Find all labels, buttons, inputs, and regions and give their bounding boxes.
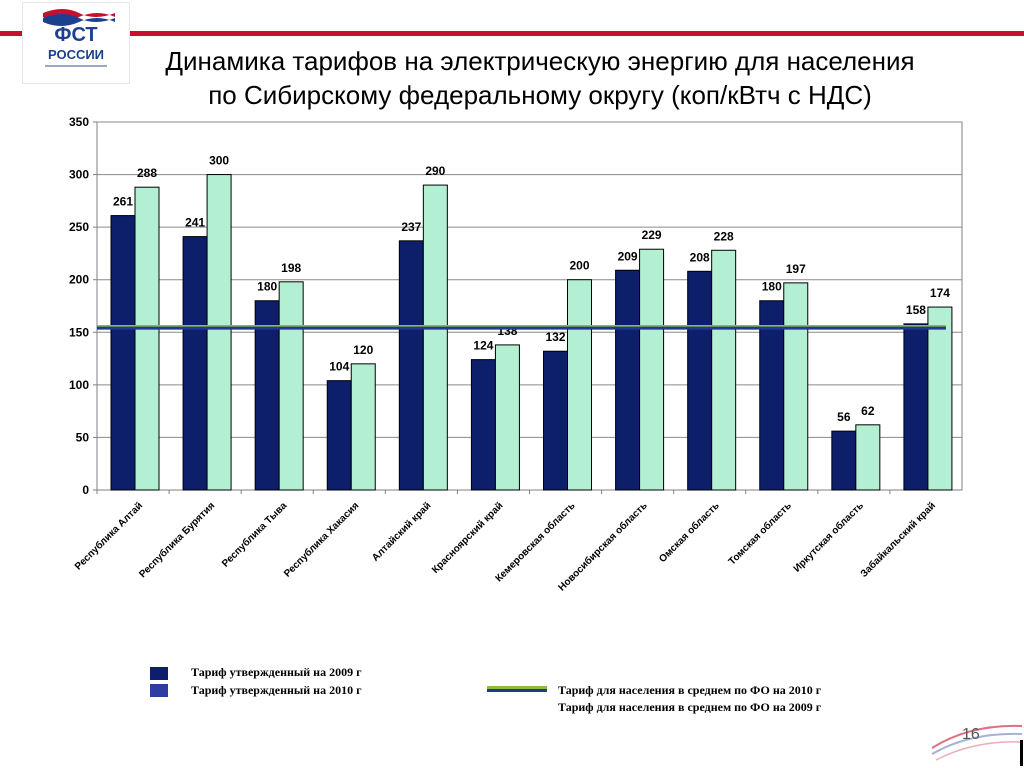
data-label-2010: 120 bbox=[353, 343, 373, 357]
data-label-2009: 209 bbox=[618, 249, 638, 263]
bar-chart: 0 50 100 150 200 250 300 350 261 288 Республика Ал… bbox=[69, 115, 963, 594]
y-tick-label: 250 bbox=[69, 220, 89, 234]
bar-2010 bbox=[422, 184, 448, 491]
data-label-2009: 132 bbox=[545, 330, 565, 344]
bar-2010 bbox=[494, 344, 520, 491]
x-category-label: Красноярский край bbox=[430, 500, 505, 575]
legend-label-2010: Тариф утвержденный на 2010 г bbox=[191, 683, 362, 697]
title-line-1: Динамика тарифов на электрическую энерги… bbox=[165, 46, 915, 76]
data-label-2009: 261 bbox=[113, 195, 133, 209]
data-label-2010: 290 bbox=[425, 164, 445, 178]
data-label-2010: 198 bbox=[281, 261, 301, 275]
swoosh-decoration bbox=[931, 724, 1023, 766]
logo-text: ФСТ bbox=[54, 24, 97, 46]
bar-2009 bbox=[615, 269, 641, 491]
x-category-label: Иркутская область bbox=[791, 500, 866, 575]
bar-2010 bbox=[639, 248, 665, 491]
logo-caption-line bbox=[45, 65, 107, 67]
data-label-2009: 180 bbox=[762, 280, 782, 294]
x-category-label: Республика Бурятия bbox=[137, 500, 218, 581]
bar-2010 bbox=[134, 186, 160, 491]
y-tick-label: 100 bbox=[69, 378, 89, 392]
top-accent-bar bbox=[0, 31, 1024, 36]
data-label-2009: 237 bbox=[401, 220, 421, 234]
bar-2010 bbox=[567, 279, 592, 491]
data-label-2009: 104 bbox=[329, 360, 349, 374]
legend-swatch-2009 bbox=[150, 667, 168, 680]
x-category-label: Томская область bbox=[726, 500, 794, 568]
x-category-label: Республика Тыва bbox=[219, 499, 289, 569]
data-label-2010: 288 bbox=[137, 166, 157, 180]
data-label-2010: 228 bbox=[714, 229, 734, 243]
y-tick-label: 300 bbox=[69, 168, 89, 182]
data-label-2010: 200 bbox=[569, 259, 589, 273]
data-label-2009: 158 bbox=[906, 303, 926, 317]
bar-2009 bbox=[687, 270, 713, 491]
data-label-2009: 208 bbox=[690, 250, 710, 264]
bar-2010 bbox=[927, 306, 953, 491]
legend-line-avg-2009 bbox=[487, 689, 547, 692]
y-tick-label: 350 bbox=[69, 115, 89, 129]
bar-2009 bbox=[543, 350, 568, 491]
bar-2009 bbox=[398, 240, 424, 491]
bar-2010 bbox=[711, 249, 737, 491]
y-tick-label: 50 bbox=[76, 430, 90, 444]
x-category-label: Омская область bbox=[656, 500, 721, 565]
bar-2009 bbox=[326, 380, 352, 491]
bar-2010 bbox=[783, 282, 809, 491]
data-label-2010: 197 bbox=[786, 262, 806, 276]
bar-2009 bbox=[182, 236, 208, 491]
data-label-2010: 174 bbox=[930, 286, 950, 300]
x-category-label: Забайкальский край bbox=[858, 500, 938, 580]
bar-2009 bbox=[254, 300, 280, 491]
data-label-2010: 229 bbox=[642, 228, 662, 242]
data-label-2010: 62 bbox=[861, 404, 875, 418]
data-label-2009: 124 bbox=[473, 339, 493, 353]
bar-2010 bbox=[855, 424, 881, 491]
bar-2009 bbox=[470, 359, 496, 491]
page-number: 16 bbox=[962, 726, 980, 743]
slide-title: Динамика тарифов на электрическую энерги… bbox=[120, 44, 960, 112]
flag-wave-blue bbox=[43, 14, 115, 26]
y-tick-label: 0 bbox=[82, 483, 89, 497]
data-label-2009: 180 bbox=[257, 280, 277, 294]
fst-logo: ФСТ РОССИИ bbox=[22, 2, 130, 84]
data-label-2009: 56 bbox=[837, 410, 851, 424]
bar-2009 bbox=[831, 430, 857, 491]
x-category-label: Кемеровская область bbox=[493, 500, 578, 585]
legend-label-2009: Тариф утвержденный на 2009 г bbox=[191, 665, 362, 679]
x-category-label: Республика Хакасия bbox=[281, 500, 361, 580]
logo-subtext: РОССИИ bbox=[48, 47, 104, 62]
bar-2009 bbox=[903, 323, 929, 491]
x-category-label: Республика Алтай bbox=[72, 500, 145, 573]
bar-2010 bbox=[278, 281, 304, 491]
x-category-label: Алтайский край bbox=[370, 500, 433, 563]
legend-label-avg-2009: Тариф для населения в среднем по ФО на 2… bbox=[558, 700, 822, 714]
data-label-2010: 300 bbox=[209, 154, 229, 168]
bar-2010 bbox=[350, 363, 376, 491]
y-tick-label: 150 bbox=[69, 325, 89, 339]
data-label-2009: 241 bbox=[185, 216, 205, 230]
bar-2009 bbox=[110, 215, 136, 491]
y-tick-label: 200 bbox=[69, 273, 89, 287]
title-line-2: по Сибирскому федеральному округу (коп/к… bbox=[208, 80, 872, 110]
legend-swatch-2010 bbox=[150, 684, 168, 697]
bar-2009 bbox=[759, 300, 785, 491]
legend-line-avg-2010 bbox=[487, 686, 547, 689]
legend-label-avg-2010: Тариф для населения в среднем по ФО на 2… bbox=[558, 683, 822, 697]
bar-2010 bbox=[206, 174, 232, 491]
